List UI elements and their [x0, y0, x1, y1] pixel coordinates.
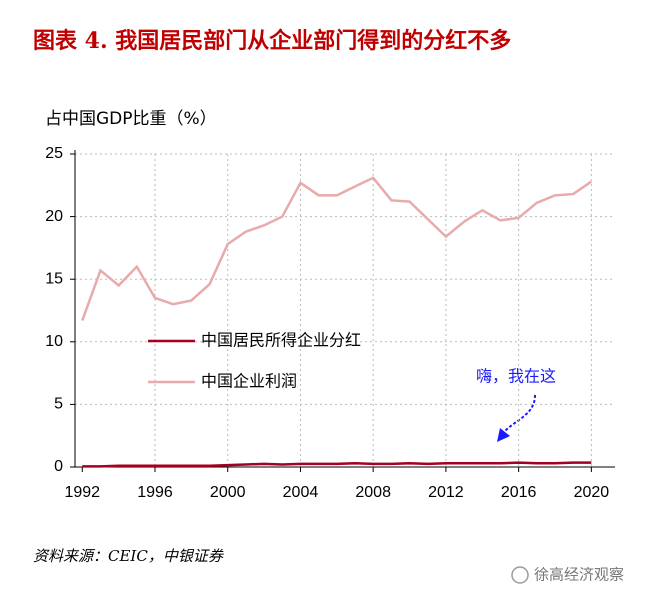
x-tick-label: 2000	[210, 484, 246, 501]
y-axis-label: 占中国GDP比重（%）	[45, 109, 217, 129]
x-tick-label: 2008	[355, 484, 391, 501]
source: 资料来源：CEIC，中银证券	[33, 547, 224, 565]
series-line	[82, 461, 592, 468]
x-tick-label: 2012	[428, 484, 464, 501]
y-tick-label: 25	[45, 145, 63, 162]
y-tick-label: 0	[54, 458, 63, 475]
y-tick-label: 20	[45, 208, 63, 225]
annotation: 嗨，我在这	[476, 367, 556, 386]
annotation-arrowhead	[497, 428, 510, 442]
x-tick-label: 1996	[137, 484, 173, 501]
series-line	[81, 176, 593, 321]
chart-title: 图表 4. 我国居民部门从企业部门得到的分红不多	[33, 28, 511, 54]
watermark-icon	[511, 566, 529, 584]
legend-label: 中国企业利润	[201, 372, 297, 391]
y-tick-label: 5	[54, 396, 63, 413]
watermark: 徐高经济观察	[534, 566, 624, 584]
x-tick-label: 2004	[283, 484, 319, 501]
y-tick-label: 15	[45, 270, 63, 287]
annotation-arrow	[503, 394, 536, 433]
legend-label: 中国居民所得企业分红	[201, 331, 361, 350]
x-tick-label: 2016	[501, 484, 537, 501]
y-tick-label: 10	[45, 333, 63, 350]
x-tick-label: 1992	[64, 484, 100, 501]
x-tick-label: 2020	[574, 484, 610, 501]
